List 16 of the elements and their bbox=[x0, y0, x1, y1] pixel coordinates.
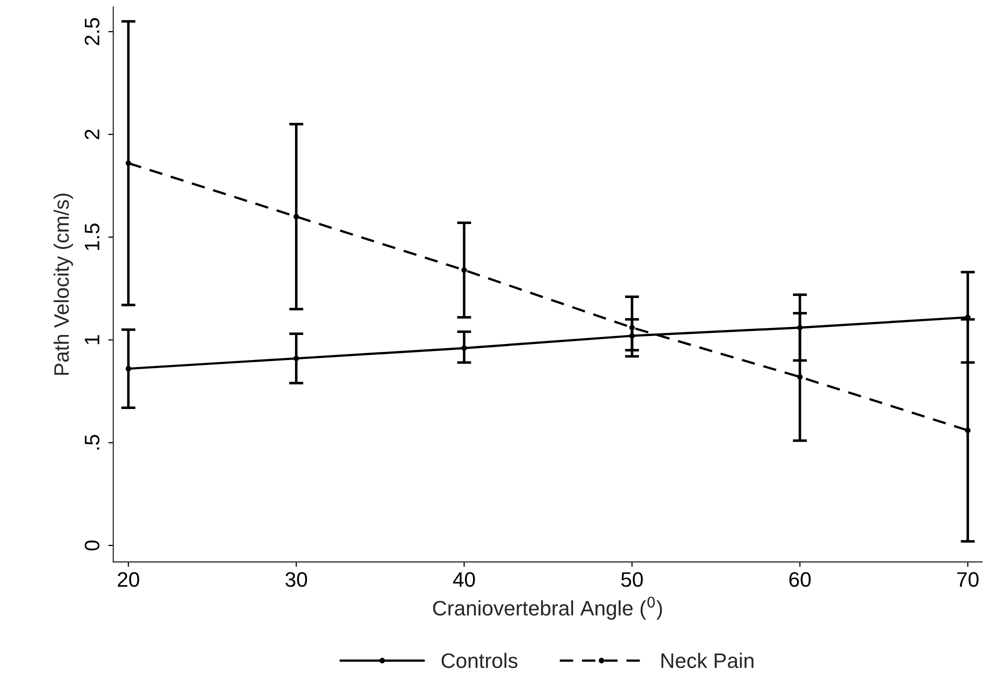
x-tick-label: 20 bbox=[118, 572, 140, 587]
legend-label: Neck Pain bbox=[662, 652, 754, 668]
x-tick-label: 70 bbox=[957, 572, 979, 587]
y-tick-label: 2.5 bbox=[84, 18, 100, 46]
y-tick-label: .5 bbox=[84, 434, 100, 450]
x-tick-label: 60 bbox=[789, 572, 811, 587]
y-tick-label: 1.5 bbox=[84, 224, 100, 250]
y-tick-label: 1 bbox=[84, 335, 100, 344]
x-axis-title: Craniovertebral Angle ($^{0}$) bbox=[433, 596, 662, 620]
x-tick-label: 30 bbox=[285, 572, 308, 587]
y-tick-label: 2 bbox=[84, 130, 100, 140]
y-tick-label: 0 bbox=[84, 540, 100, 550]
legend-label: Controls bbox=[442, 652, 518, 668]
x-tick-label: 50 bbox=[621, 572, 643, 587]
x-tick-label: 40 bbox=[453, 572, 475, 587]
y-axis-title: Path Velocity (cm/s) bbox=[54, 194, 74, 375]
